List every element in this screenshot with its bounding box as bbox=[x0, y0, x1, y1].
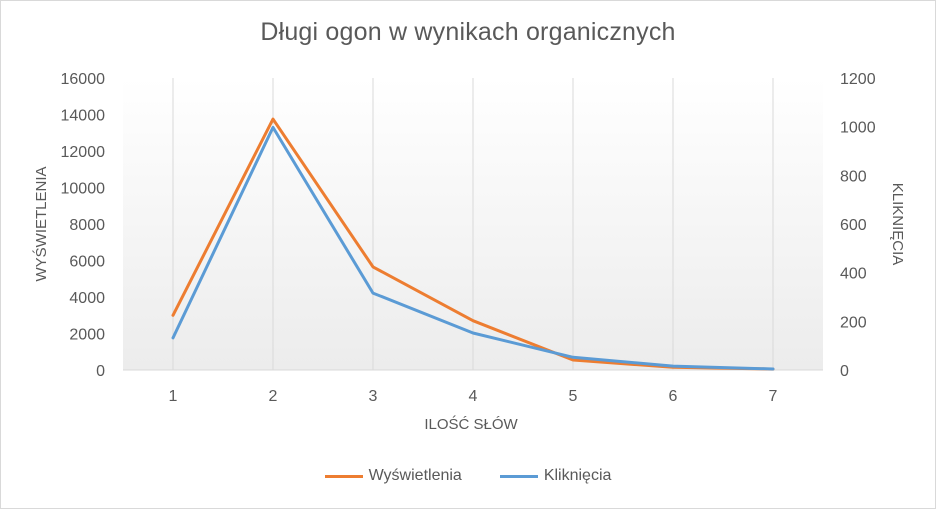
x-tick-label: 2 bbox=[269, 388, 278, 405]
y-left-tick-label: 2000 bbox=[69, 327, 105, 344]
y-left-tick-label: 16000 bbox=[61, 71, 106, 88]
chart-title: Długi ogon w wynikach organicznych bbox=[260, 18, 676, 46]
y-right-axis-title: KLIKNIĘCIA bbox=[889, 183, 906, 266]
legend-label-clicks: Kliknięcia bbox=[543, 467, 612, 484]
y-right-tick-label: 600 bbox=[840, 217, 867, 234]
y-left-tick-label: 14000 bbox=[61, 108, 106, 125]
x-tick-label: 6 bbox=[669, 388, 678, 405]
legend: Wyświetlenia Kliknięcia bbox=[0, 467, 936, 485]
legend-item-impressions: Wyświetlenia bbox=[324, 467, 462, 485]
legend-swatch-impressions bbox=[324, 474, 363, 478]
legend-swatch-clicks bbox=[499, 474, 538, 478]
x-tick-label: 1 bbox=[169, 388, 178, 405]
y-left-axis-title: WYŚWIETLENIA bbox=[32, 166, 50, 281]
legend-item-clicks: Kliknięcia bbox=[499, 467, 612, 485]
y-left-tick-label: 10000 bbox=[61, 181, 106, 198]
y-left-tick-label: 0 bbox=[96, 363, 105, 380]
y-left-tick-label: 12000 bbox=[61, 144, 106, 161]
legend-label-impressions: Wyświetlenia bbox=[368, 467, 462, 484]
x-tick-label: 3 bbox=[369, 388, 378, 405]
y-right-tick-label: 200 bbox=[840, 314, 867, 331]
y-left-tick-label: 4000 bbox=[69, 290, 105, 307]
x-axis-title: ILOŚĆ SŁÓW bbox=[424, 415, 518, 433]
y-left-tick-label: 8000 bbox=[69, 217, 105, 234]
x-tick-label: 5 bbox=[569, 388, 578, 405]
y-right-tick-label: 800 bbox=[840, 168, 867, 185]
series-line-clicks bbox=[171, 125, 775, 371]
y-right-tick-label: 1200 bbox=[840, 71, 876, 88]
x-tick-label: 4 bbox=[469, 388, 478, 405]
y-right-tick-label: 1000 bbox=[840, 120, 876, 137]
y-right-tick-label: 0 bbox=[840, 363, 849, 380]
x-tick-label: 7 bbox=[769, 388, 778, 405]
y-left-tick-label: 6000 bbox=[69, 254, 105, 271]
y-right-tick-label: 400 bbox=[840, 266, 867, 283]
